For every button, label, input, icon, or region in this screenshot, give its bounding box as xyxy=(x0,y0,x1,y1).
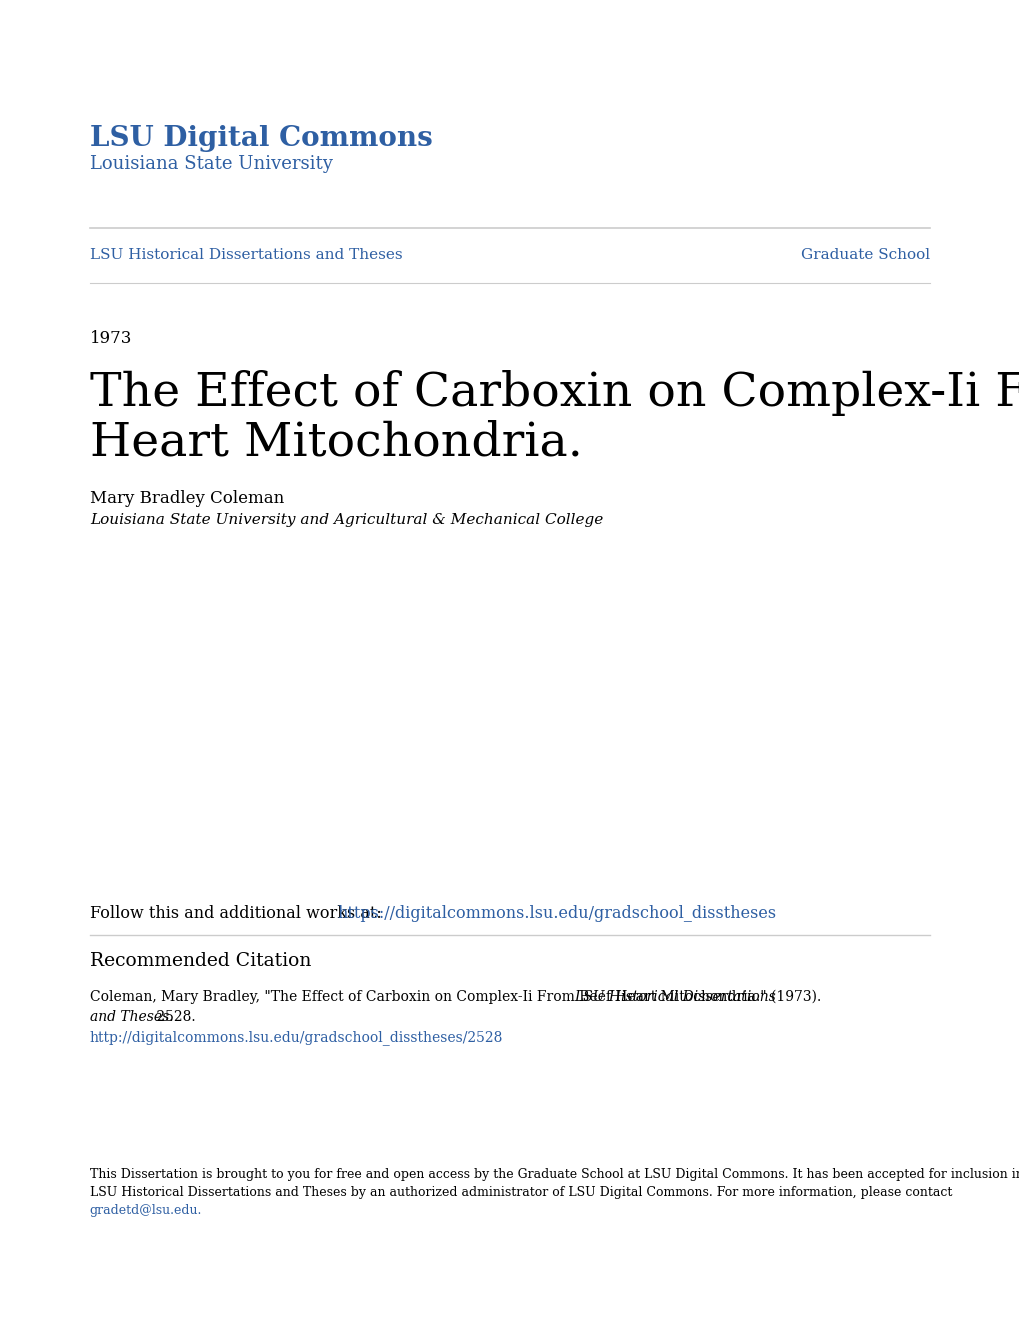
Text: Recommended Citation: Recommended Citation xyxy=(90,952,311,970)
Text: LSU Historical Dissertations: LSU Historical Dissertations xyxy=(574,990,774,1005)
Text: This Dissertation is brought to you for free and open access by the Graduate Sch: This Dissertation is brought to you for … xyxy=(90,1168,1019,1181)
Text: LSU Historical Dissertations and Theses by an authorized administrator of LSU Di: LSU Historical Dissertations and Theses … xyxy=(90,1185,951,1199)
Text: Louisiana State University: Louisiana State University xyxy=(90,154,332,173)
Text: and Theses.: and Theses. xyxy=(90,1010,173,1024)
Text: http://digitalcommons.lsu.edu/gradschool_disstheses/2528: http://digitalcommons.lsu.edu/gradschool… xyxy=(90,1030,502,1045)
Text: LSU Historical Dissertations and Theses: LSU Historical Dissertations and Theses xyxy=(90,248,401,261)
Text: gradetd@lsu.edu.: gradetd@lsu.edu. xyxy=(90,1204,202,1217)
Text: Coleman, Mary Bradley, "The Effect of Carboxin on Complex-Ii From Beef Heart Mit: Coleman, Mary Bradley, "The Effect of Ca… xyxy=(90,990,824,1005)
Text: Mary Bradley Coleman: Mary Bradley Coleman xyxy=(90,490,283,507)
Text: Heart Mitochondria.: Heart Mitochondria. xyxy=(90,420,582,465)
Text: Graduate School: Graduate School xyxy=(800,248,929,261)
Text: Follow this and additional works at:: Follow this and additional works at: xyxy=(90,906,386,921)
Text: The Effect of Carboxin on Complex-Ii From Beef: The Effect of Carboxin on Complex-Ii Fro… xyxy=(90,370,1019,416)
Text: LSU Digital Commons: LSU Digital Commons xyxy=(90,125,432,152)
Text: 1973: 1973 xyxy=(90,330,132,347)
Text: 2528.: 2528. xyxy=(152,1010,196,1024)
Text: https://digitalcommons.lsu.edu/gradschool_disstheses: https://digitalcommons.lsu.edu/gradschoo… xyxy=(337,906,776,921)
Text: Louisiana State University and Agricultural & Mechanical College: Louisiana State University and Agricultu… xyxy=(90,513,602,527)
